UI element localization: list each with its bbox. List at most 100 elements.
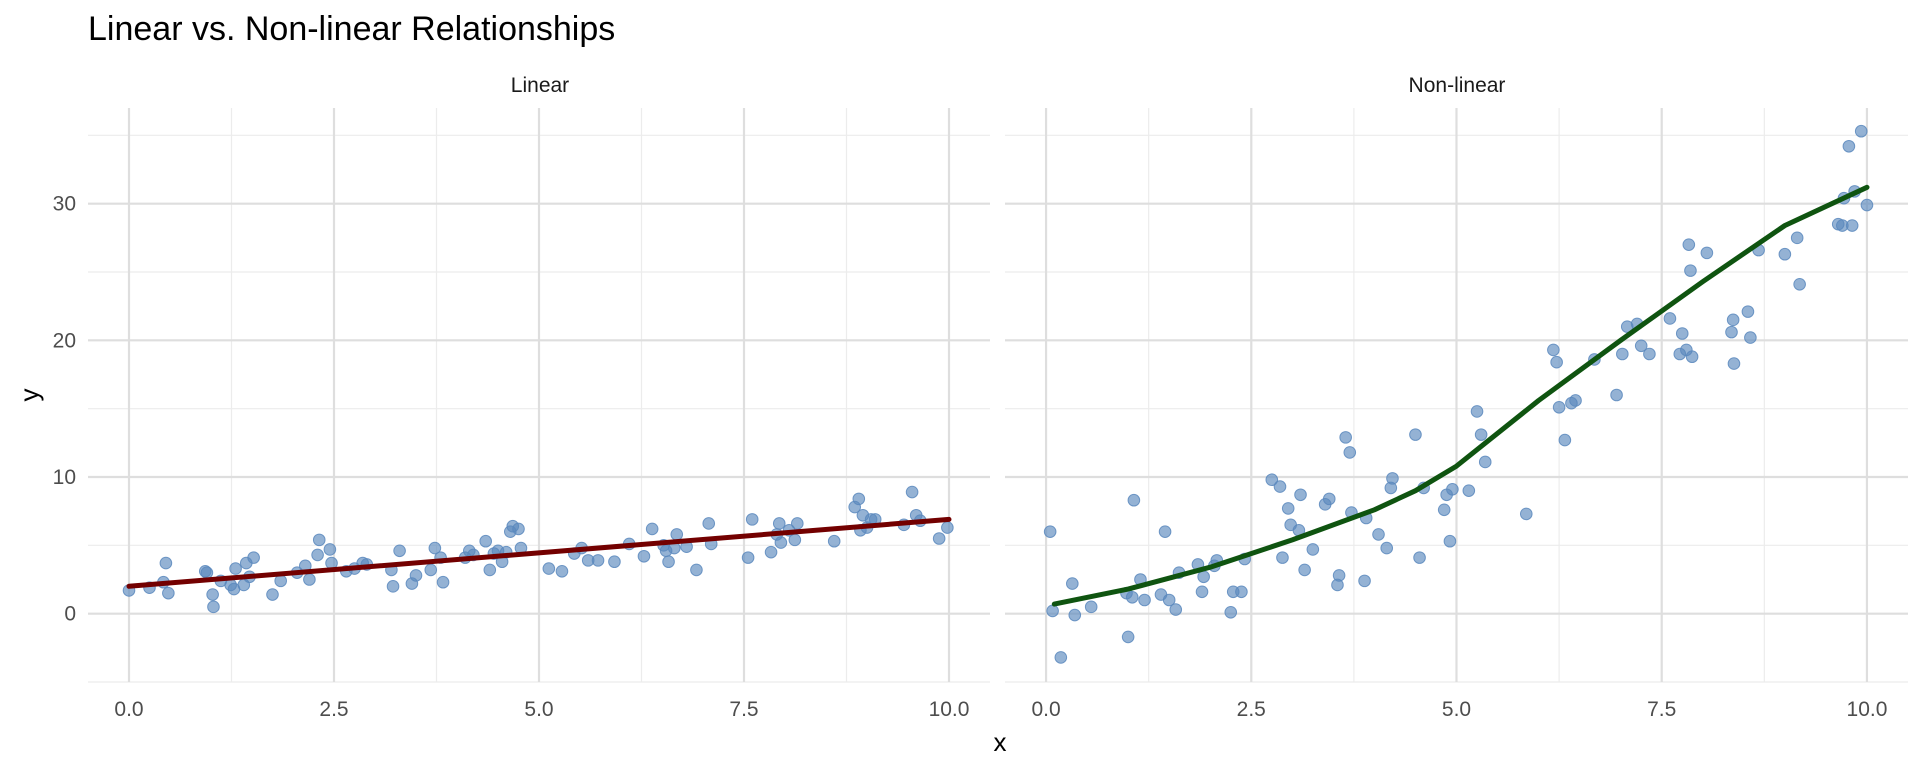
data-point: [1372, 528, 1385, 541]
x-tick-label: 5.0: [1442, 698, 1471, 721]
data-point: [1281, 502, 1295, 515]
data-point: [1793, 278, 1806, 291]
data-point: [1380, 541, 1394, 555]
chart-title: Linear vs. Non-linear Relationships: [88, 10, 615, 48]
data-point: [1675, 327, 1689, 340]
data-point: [1339, 431, 1352, 444]
data-point: [1294, 488, 1307, 502]
data-point: [670, 528, 684, 541]
data-point: [1332, 569, 1346, 582]
data-point: [1169, 603, 1183, 616]
data-point: [827, 534, 841, 548]
data-point: [1700, 246, 1714, 260]
data-point: [1386, 472, 1399, 485]
data-point: [409, 569, 423, 582]
data-point: [555, 565, 569, 578]
data-point: [247, 551, 260, 564]
data-point: [162, 586, 175, 600]
data-point: [662, 555, 675, 569]
data-point: [1610, 388, 1623, 402]
y-tick-label: 20: [53, 329, 76, 352]
facet-panel-linear: Linear 0.0 2.5 5.0 7.5 10.0: [88, 74, 990, 721]
data-point: [932, 532, 946, 545]
data-point: [791, 517, 804, 530]
data-point: [311, 548, 324, 562]
data-point: [424, 563, 438, 577]
data-point: [1478, 455, 1492, 469]
data-point: [1845, 219, 1859, 232]
data-point: [1790, 231, 1804, 245]
data-point: [637, 549, 651, 563]
data-point: [1235, 585, 1248, 599]
data-point: [1066, 577, 1079, 590]
x-axis-title: x: [994, 727, 1007, 757]
data-point: [764, 545, 778, 559]
data-point: [1265, 473, 1279, 487]
data-point: [788, 533, 802, 547]
data-point: [1084, 600, 1098, 614]
data-point: [1046, 604, 1059, 618]
data-point: [1842, 139, 1856, 153]
x-tick-label: 7.5: [1647, 698, 1676, 721]
facet-label-linear: Linear: [511, 74, 569, 97]
data-point: [303, 573, 316, 586]
fit-line: [126, 516, 952, 589]
data-point: [1854, 124, 1868, 138]
points-nonlinear: [1043, 124, 1874, 664]
data-point: [1685, 350, 1699, 364]
data-point: [1121, 630, 1135, 644]
x-tick-label: 10.0: [929, 698, 970, 721]
data-point: [1682, 238, 1696, 251]
data-point: [1569, 394, 1582, 407]
data-point: [1727, 357, 1741, 370]
data-point: [1068, 608, 1082, 622]
data-point: [479, 534, 493, 548]
data-point: [1298, 563, 1311, 577]
data-point: [1550, 355, 1563, 369]
y-axis-ticks: 0 10 20 30: [53, 193, 76, 626]
y-tick-label: 30: [53, 193, 76, 216]
data-point: [1138, 593, 1151, 607]
data-point: [1726, 313, 1740, 327]
data-point: [207, 600, 220, 614]
data-point: [941, 521, 954, 534]
y-tick-label: 0: [64, 603, 76, 626]
fit-line-linear: [126, 516, 952, 589]
data-point: [1158, 525, 1172, 538]
data-point: [1725, 325, 1738, 339]
data-point: [591, 554, 605, 567]
data-point: [745, 513, 759, 526]
x-tick-label: 7.5: [729, 698, 758, 721]
data-point: [428, 541, 442, 555]
data-point: [1860, 198, 1874, 212]
data-point: [690, 563, 703, 577]
data-point: [1470, 405, 1484, 418]
data-point: [483, 563, 497, 577]
data-point: [1343, 446, 1357, 459]
data-point: [1358, 574, 1371, 588]
fit-line: [1051, 184, 1870, 607]
data-point: [905, 485, 919, 499]
data-point: [1547, 343, 1560, 357]
x-tick-label: 0.0: [114, 698, 143, 721]
data-point: [1125, 590, 1139, 604]
data-point: [1413, 551, 1426, 564]
data-point: [1552, 401, 1566, 414]
data-point: [312, 533, 326, 547]
points-linear: [122, 485, 954, 614]
data-point: [1519, 507, 1533, 521]
data-point: [1446, 483, 1459, 496]
data-point: [1558, 433, 1572, 447]
data-point: [774, 536, 788, 549]
data-point: [1162, 593, 1176, 607]
facet-panel-nonlinear: Non-linear 0.0 2.5 5.0 7.5 10.0: [1005, 74, 1908, 721]
data-point: [852, 492, 866, 506]
data-point: [1409, 428, 1422, 441]
data-point: [1462, 484, 1476, 497]
data-point: [1634, 339, 1648, 353]
x-tick-label: 10.0: [1847, 698, 1888, 721]
data-point: [206, 588, 219, 601]
data-point: [200, 566, 214, 579]
x-tick-label: 5.0: [524, 698, 553, 721]
